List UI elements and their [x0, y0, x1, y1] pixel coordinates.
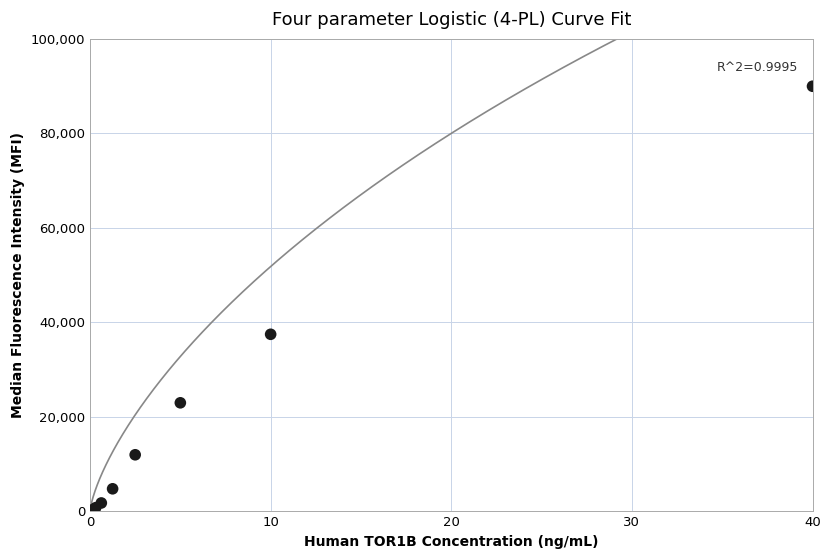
Point [106, 484, 119, 493]
Point [174, 398, 187, 407]
Point [806, 82, 820, 91]
Y-axis label: Median Fluorescence Intensity (MFI): Median Fluorescence Intensity (MFI) [11, 132, 25, 418]
X-axis label: Human TOR1B Concentration (ng/mL): Human TOR1B Concentration (ng/mL) [304, 535, 598, 549]
Point [89, 503, 102, 512]
Title: Four parameter Logistic (4-PL) Curve Fit: Four parameter Logistic (4-PL) Curve Fit [271, 11, 631, 29]
Point [95, 498, 108, 507]
Text: R^2=0.9995: R^2=0.9995 [716, 62, 798, 74]
Point [128, 450, 141, 459]
Point [87, 505, 100, 514]
Point [264, 330, 277, 339]
